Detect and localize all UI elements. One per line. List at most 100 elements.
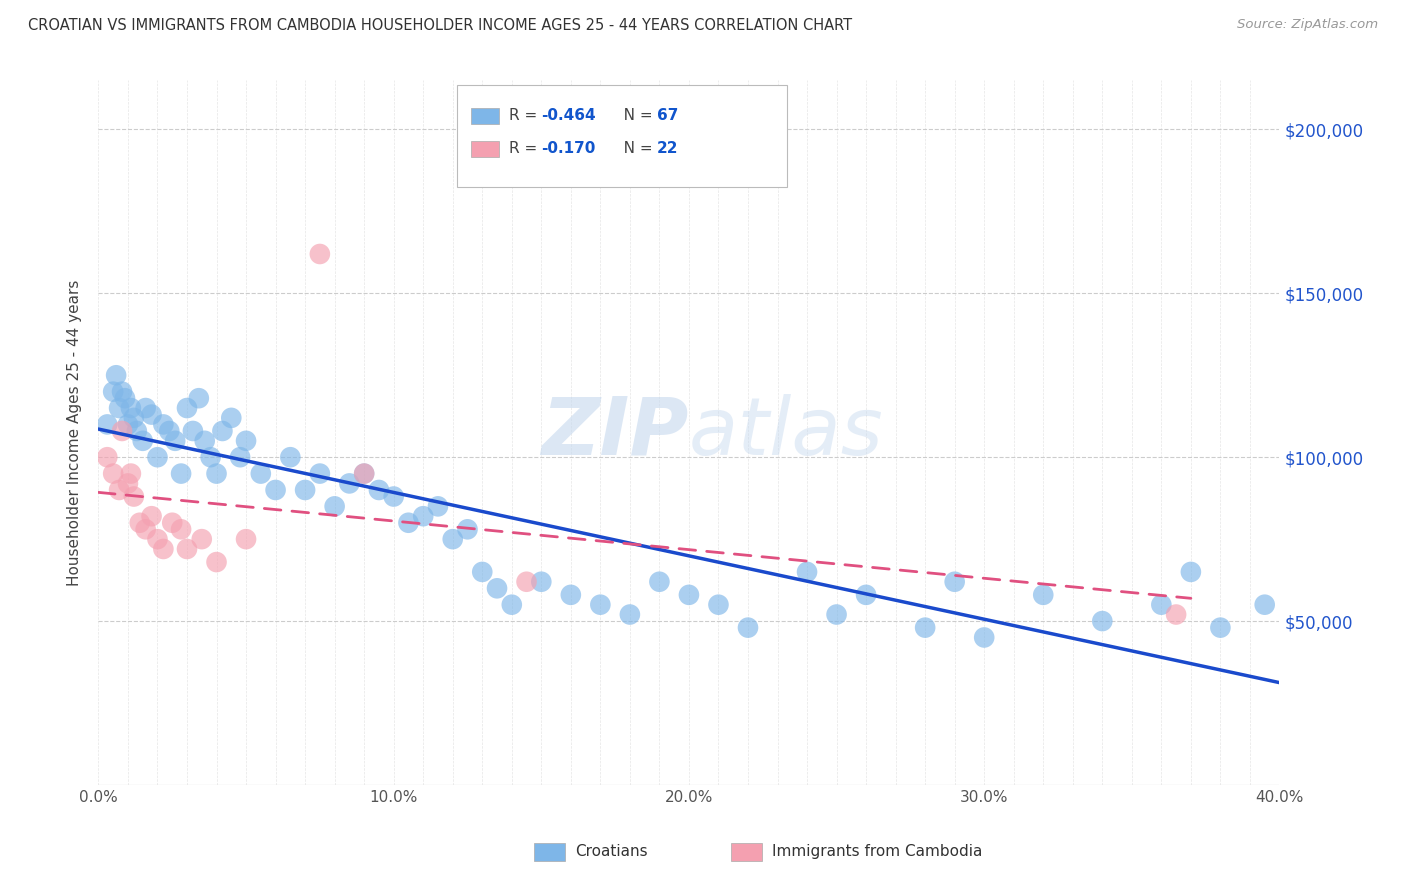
Point	[170, 522, 193, 536]
Point	[707, 598, 730, 612]
Point	[427, 500, 450, 514]
Point	[943, 574, 966, 589]
Point	[152, 417, 174, 432]
Point	[235, 434, 257, 448]
Point	[194, 434, 217, 448]
Point	[339, 476, 361, 491]
Point	[111, 424, 134, 438]
Point	[973, 631, 995, 645]
Y-axis label: Householder Income Ages 25 - 44 years: Householder Income Ages 25 - 44 years	[67, 279, 83, 586]
Point	[737, 621, 759, 635]
Point	[229, 450, 252, 465]
Point	[128, 516, 150, 530]
Point	[530, 574, 553, 589]
Point	[152, 541, 174, 556]
Point	[589, 598, 612, 612]
Point	[141, 408, 163, 422]
Point	[191, 532, 214, 546]
Point	[619, 607, 641, 622]
Point	[120, 401, 142, 415]
Point	[135, 522, 157, 536]
Point	[1180, 565, 1202, 579]
Text: Source: ZipAtlas.com: Source: ZipAtlas.com	[1237, 18, 1378, 31]
Text: CROATIAN VS IMMIGRANTS FROM CAMBODIA HOUSEHOLDER INCOME AGES 25 - 44 YEARS CORRE: CROATIAN VS IMMIGRANTS FROM CAMBODIA HOU…	[28, 18, 852, 33]
Point	[1166, 607, 1188, 622]
Point	[560, 588, 582, 602]
Point	[678, 588, 700, 602]
Point	[176, 401, 198, 415]
Text: 67: 67	[657, 109, 678, 123]
Point	[441, 532, 464, 546]
Point	[280, 450, 302, 465]
Point	[114, 391, 136, 405]
Text: ZIP: ZIP	[541, 393, 689, 472]
Point	[486, 582, 509, 596]
Point	[187, 391, 209, 405]
Point	[96, 417, 118, 432]
Point	[170, 467, 193, 481]
Point	[117, 417, 139, 432]
Point	[323, 500, 346, 514]
Text: N =: N =	[609, 142, 657, 156]
Point	[181, 424, 204, 438]
Point	[398, 516, 420, 530]
Text: N =: N =	[609, 109, 657, 123]
Point	[122, 490, 145, 504]
Point	[205, 555, 228, 569]
Point	[176, 541, 198, 556]
Point	[471, 565, 494, 579]
Point	[648, 574, 671, 589]
Point	[264, 483, 287, 497]
Point	[457, 522, 479, 536]
Point	[111, 384, 134, 399]
Text: 22: 22	[657, 142, 678, 156]
Text: -0.464: -0.464	[541, 109, 596, 123]
Point	[516, 574, 538, 589]
Point	[1150, 598, 1173, 612]
Point	[120, 467, 142, 481]
Point	[162, 516, 183, 530]
Text: Croatians: Croatians	[575, 845, 648, 859]
Point	[309, 467, 332, 481]
Point	[146, 532, 169, 546]
Point	[855, 588, 877, 602]
Point	[501, 598, 523, 612]
Point	[96, 450, 118, 465]
Text: R =: R =	[509, 142, 543, 156]
Point	[200, 450, 222, 465]
Point	[914, 621, 936, 635]
Point	[146, 450, 169, 465]
Point	[1209, 621, 1232, 635]
Point	[1254, 598, 1277, 612]
Point	[412, 509, 434, 524]
Point	[122, 410, 145, 425]
Point	[368, 483, 391, 497]
Point	[135, 401, 157, 415]
Point	[235, 532, 257, 546]
Text: Immigrants from Cambodia: Immigrants from Cambodia	[772, 845, 983, 859]
Text: R =: R =	[509, 109, 543, 123]
Point	[382, 490, 405, 504]
Point	[103, 467, 125, 481]
Point	[1298, 673, 1320, 687]
Point	[353, 467, 375, 481]
Point	[141, 509, 163, 524]
Point	[108, 483, 131, 497]
Point	[132, 434, 155, 448]
Point	[108, 401, 131, 415]
Point	[105, 368, 128, 383]
Point	[205, 467, 228, 481]
Point	[1032, 588, 1054, 602]
Point	[221, 410, 243, 425]
Text: atlas: atlas	[689, 393, 884, 472]
Point	[294, 483, 316, 497]
Point	[165, 434, 187, 448]
Point	[796, 565, 818, 579]
Point	[250, 467, 273, 481]
Point	[825, 607, 848, 622]
Point	[125, 424, 148, 438]
Point	[353, 467, 375, 481]
Point	[117, 476, 139, 491]
Point	[157, 424, 180, 438]
Point	[103, 384, 125, 399]
